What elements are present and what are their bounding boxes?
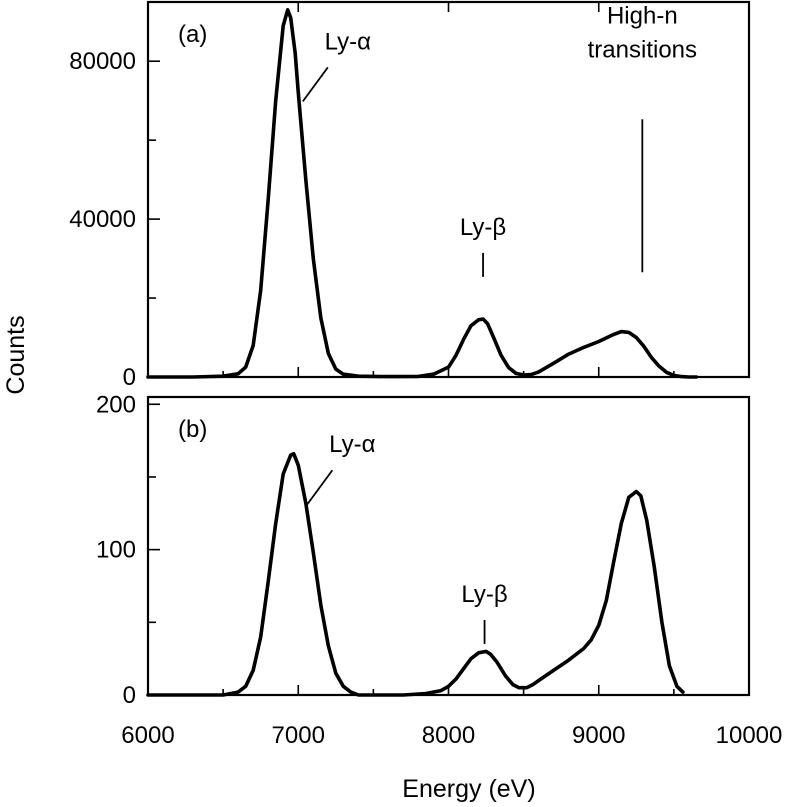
peak-annotation: Ly-β xyxy=(460,214,506,241)
y-axis-title: Counts xyxy=(2,315,30,394)
peak-annotation: High-n xyxy=(607,3,678,30)
peak-annotation: transitions xyxy=(588,36,697,63)
spectrum-line xyxy=(146,8,699,379)
x-tick-label: 8000 xyxy=(422,722,475,749)
panel-label: (b) xyxy=(178,416,207,443)
peak-annotation: Ly-α xyxy=(329,431,375,458)
x-tick-label: 7000 xyxy=(272,722,325,749)
x-axis-title: Energy (eV) xyxy=(402,775,535,803)
y-tick-label: 80000 xyxy=(69,48,136,75)
plot-frame xyxy=(146,395,751,697)
y-tick-label: 40000 xyxy=(69,206,136,233)
annotation-leader xyxy=(302,66,329,102)
peak-annotation: Ly-β xyxy=(461,581,507,608)
panel-b: 0 100 200 6000 7000 8000 9000 10000 (b) Ly-α Ly-β xyxy=(96,391,782,749)
panel-a: 0 40000 80000 (a) Ly-α Ly-β High-n transitions xyxy=(69,0,751,391)
annotation-leader xyxy=(306,469,334,505)
x-tick-label: 6000 xyxy=(121,722,174,749)
y-tick-label: 100 xyxy=(96,537,136,564)
y-tick-label: 0 xyxy=(123,682,136,709)
x-tick-label: 10000 xyxy=(716,722,783,749)
y-tick-label: 0 xyxy=(123,364,136,391)
panel-label: (a) xyxy=(178,21,207,48)
y-tick-label: 200 xyxy=(96,391,136,418)
peak-annotation: Ly-α xyxy=(325,28,371,55)
spectrum-line xyxy=(146,451,685,697)
x-tick-label: 9000 xyxy=(572,722,625,749)
